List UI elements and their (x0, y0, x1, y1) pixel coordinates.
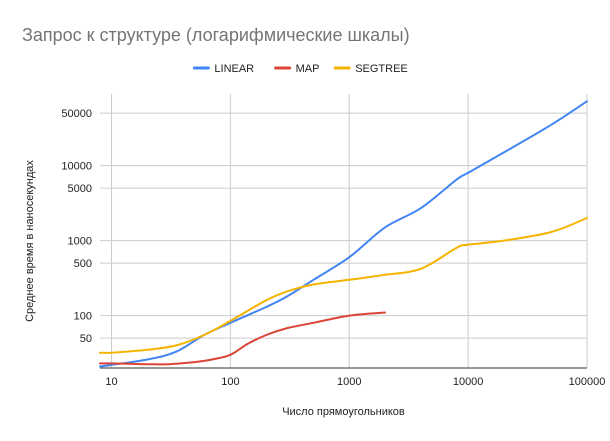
x-tick-label: 10000 (453, 376, 484, 388)
legend-item-linear[interactable]: LINEAR (192, 63, 254, 75)
series-line-linear (99, 100, 588, 368)
chart-title: Запрос к структуре (логарифмические шкал… (22, 25, 410, 45)
legend-label-segtree: SEGTREE (355, 63, 408, 75)
y-tick-label: 5000 (68, 183, 92, 195)
x-tick-label: 100 (221, 376, 239, 388)
series-line-map (99, 311, 386, 366)
y-tick-label: 1000 (68, 236, 92, 248)
legend: LINEAR MAP SEGTREE (192, 63, 408, 75)
x-tick-label: 10 (105, 376, 117, 388)
y-tick-label: 50000 (61, 108, 92, 120)
gridlines (100, 94, 588, 368)
legend-label-map: MAP (296, 63, 320, 75)
x-tick-labels: 10 100 1000 10000 100000 (105, 376, 605, 388)
series-layer (99, 100, 588, 368)
y-tick-label: 50 (80, 333, 92, 345)
legend-item-map[interactable]: MAP (274, 63, 320, 75)
y-tick-label: 10000 (61, 161, 92, 173)
y-tick-label: 100 (74, 311, 92, 323)
y-tick-label: 500 (74, 258, 92, 270)
y-tick-labels: 50 100 500 1000 5000 10000 50000 (61, 108, 92, 345)
series-line-segtree (99, 217, 588, 354)
y-axis-title: Среднее время в наносекундах (24, 160, 36, 322)
x-tick-label: 100000 (569, 376, 606, 388)
legend-item-segtree[interactable]: SEGTREE (333, 63, 408, 75)
legend-label-linear: LINEAR (214, 63, 254, 75)
x-axis-title: Число прямоугольников (282, 406, 405, 418)
x-tick-label: 1000 (337, 376, 361, 388)
